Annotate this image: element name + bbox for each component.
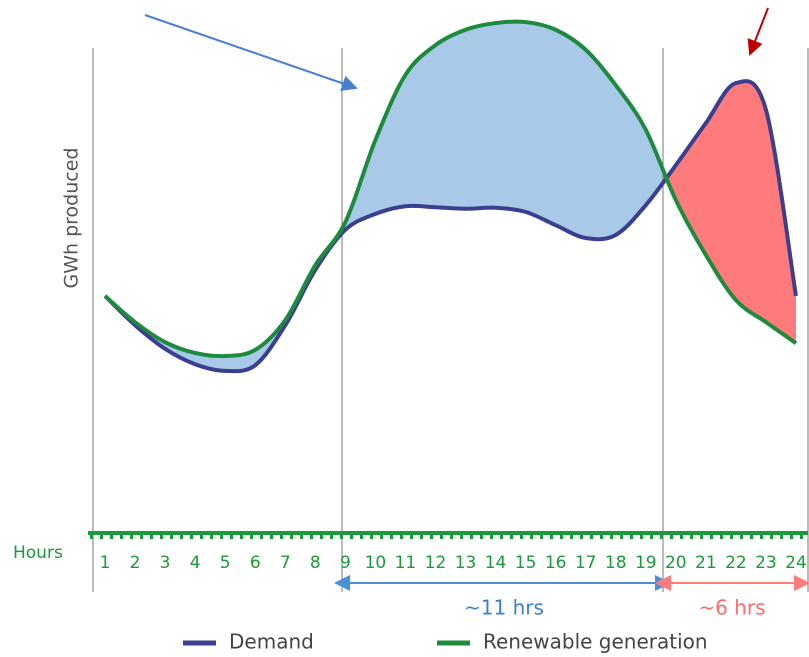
x-tick-label: 3 bbox=[160, 553, 171, 573]
x-tick-label: 20 bbox=[665, 553, 687, 573]
series-line bbox=[103, 79, 798, 374]
x-tick-label: 7 bbox=[280, 553, 291, 573]
x-tick-label: 22 bbox=[725, 553, 747, 573]
x-tick-label: 24 bbox=[785, 553, 807, 573]
x-tick-label: 12 bbox=[425, 553, 447, 573]
x-tick-label: 8 bbox=[310, 553, 321, 573]
x-tick-label: 23 bbox=[755, 553, 777, 573]
x-tick-label: 14 bbox=[485, 553, 507, 573]
dividers bbox=[92, 48, 809, 592]
x-axis-label: Hours bbox=[13, 543, 63, 563]
x-tick-label: 10 bbox=[365, 553, 387, 573]
y-axis-label: GWh produced bbox=[61, 148, 83, 289]
legend-label: Demand bbox=[229, 630, 314, 654]
x-tick-label: 6 bbox=[250, 553, 261, 573]
x-tick-label: 15 bbox=[515, 553, 537, 573]
surplus-area bbox=[105, 21, 667, 372]
x-tick-label: 9 bbox=[340, 553, 351, 573]
annotation: ~11 hrs bbox=[464, 596, 544, 620]
fill-layer bbox=[105, 21, 796, 372]
pointer-arrow bbox=[144, 14, 358, 91]
x-tick-label: 13 bbox=[455, 553, 477, 573]
x-tick-label: 2 bbox=[130, 553, 141, 573]
x-tick-label: 1 bbox=[100, 553, 111, 573]
x-tick-label: 11 bbox=[395, 553, 417, 573]
x-tick-label: 4 bbox=[190, 553, 201, 573]
legend-label: Renewable generation bbox=[483, 630, 708, 654]
pointer-arrow bbox=[747, 7, 769, 56]
x-tick-label: 5 bbox=[220, 553, 231, 573]
x-tick-label: 16 bbox=[545, 553, 567, 573]
series-line bbox=[103, 19, 798, 359]
x-tick-label: 21 bbox=[695, 553, 717, 573]
annotation: ~6 hrs bbox=[698, 596, 765, 620]
x-tick-label: 19 bbox=[635, 553, 657, 573]
deficit-area bbox=[666, 81, 796, 344]
x-tick-label: 17 bbox=[575, 553, 597, 573]
x-tick-label: 18 bbox=[605, 553, 627, 573]
